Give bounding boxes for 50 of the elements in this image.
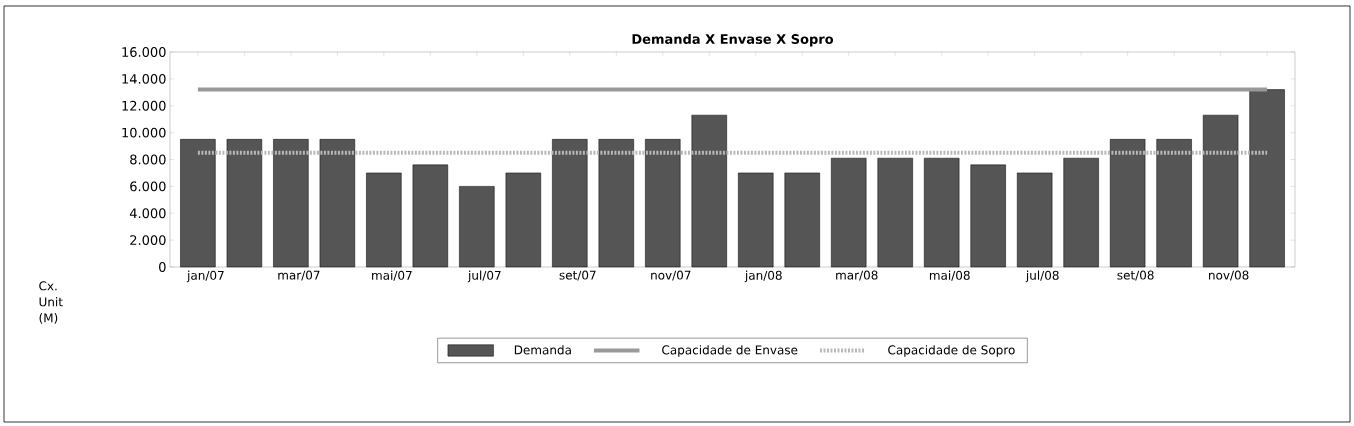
y-tick-label: 4.000 [129, 208, 166, 219]
y-tick-label: 6.000 [130, 181, 166, 192]
bar [645, 139, 681, 268]
bar [784, 172, 820, 268]
bar [1156, 139, 1192, 268]
x-tick-label: nov/07 [651, 270, 691, 281]
bar [1063, 157, 1099, 268]
y-tick-label: 10.000 [122, 127, 166, 138]
bar [505, 172, 541, 268]
bar [691, 114, 727, 268]
y-tick-label: 16.000 [122, 47, 166, 57]
legend-label: Demanda [514, 345, 571, 355]
bar [273, 139, 309, 268]
x-tick-label: nov/08 [1209, 270, 1249, 281]
x-tick-label: mar/08 [836, 270, 878, 281]
bar [877, 157, 913, 268]
bar [598, 139, 634, 268]
bar [924, 157, 960, 268]
bar [180, 139, 216, 268]
y-tick-label: 8.000 [130, 154, 166, 165]
bar [831, 157, 867, 268]
bar [412, 164, 449, 268]
bar [552, 139, 588, 268]
bar [738, 172, 774, 268]
x-tick-label: mar/07 [278, 270, 320, 281]
x-tick-label: mai/07 [372, 270, 412, 281]
bar [1202, 114, 1239, 268]
x-tick-label: mai/08 [929, 270, 970, 281]
chart-title: Demanda X Envase X Sopro [632, 33, 834, 47]
y-tick-label: 0 [159, 262, 166, 272]
bar [459, 186, 495, 268]
x-tick-label: jul/08 [1025, 270, 1059, 283]
y-tick-label: 12.000 [122, 100, 166, 111]
y-tick-label: 2.000 [130, 235, 166, 246]
bar [226, 139, 263, 268]
bar [366, 172, 402, 268]
legend-label: Capacidade de Sopro [888, 345, 1015, 357]
bar [319, 139, 356, 268]
bar [1017, 172, 1053, 268]
x-tick-label: set/07 [559, 270, 596, 281]
x-tick-label: jan/08 [744, 270, 782, 283]
x-tick-label: jul/07 [467, 270, 501, 283]
x-tick-label: jan/07 [186, 270, 224, 283]
y-axis-title: Cx. Unit (M) [39, 281, 63, 324]
bar [1109, 139, 1146, 268]
bar [970, 164, 1006, 268]
y-tick-label: 14.000 [122, 73, 166, 84]
legend-label: Capacidade de Envase [662, 345, 798, 357]
bar [1249, 89, 1285, 268]
x-tick-label: set/08 [1117, 270, 1154, 281]
